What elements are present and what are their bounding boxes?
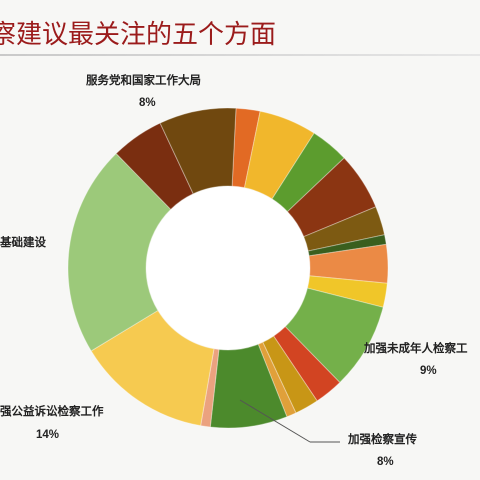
donut-slice-3 — [286, 157, 377, 238]
donut-slice-8 — [284, 287, 384, 384]
donut-slice-9 — [272, 325, 341, 402]
donut-slice-0 — [231, 107, 261, 189]
chart-title: 检察建议最关注的五个方面 — [0, 20, 276, 50]
title-divider — [0, 54, 480, 56]
label-service-country-pct: 8% — [139, 97, 156, 109]
donut-slice-11 — [257, 341, 297, 418]
donut-hole — [146, 186, 310, 350]
donut-slice-16 — [115, 122, 194, 211]
label-service-country: 服务党和国家工作大局 — [86, 75, 201, 87]
chart-title-clip: 检察建议最关注的五个方面 — [0, 14, 300, 50]
leader-line-propaganda — [239, 399, 311, 443]
donut-slice-15 — [67, 152, 172, 352]
donut-slice-10 — [262, 335, 318, 414]
donut-slice-14 — [90, 309, 215, 427]
label-public-interest-pct: 14% — [36, 429, 60, 441]
donut-slice-5 — [307, 234, 387, 257]
label-infrastructure: 基础建设 — [0, 237, 46, 249]
donut-slice-17 — [159, 107, 237, 195]
label-juvenile-pct: 9% — [420, 365, 437, 377]
label-propaganda-pct: 8% — [377, 456, 394, 468]
label-propaganda: 加强检察宣传 — [348, 434, 417, 446]
donut-slice-6 — [308, 243, 389, 284]
donut-slice-4 — [303, 206, 386, 252]
label-public-interest: 强公益诉讼检察工作 — [0, 406, 104, 418]
donut-slice-2 — [271, 132, 345, 213]
label-juvenile: 加强未成年人检察工 — [364, 343, 468, 355]
